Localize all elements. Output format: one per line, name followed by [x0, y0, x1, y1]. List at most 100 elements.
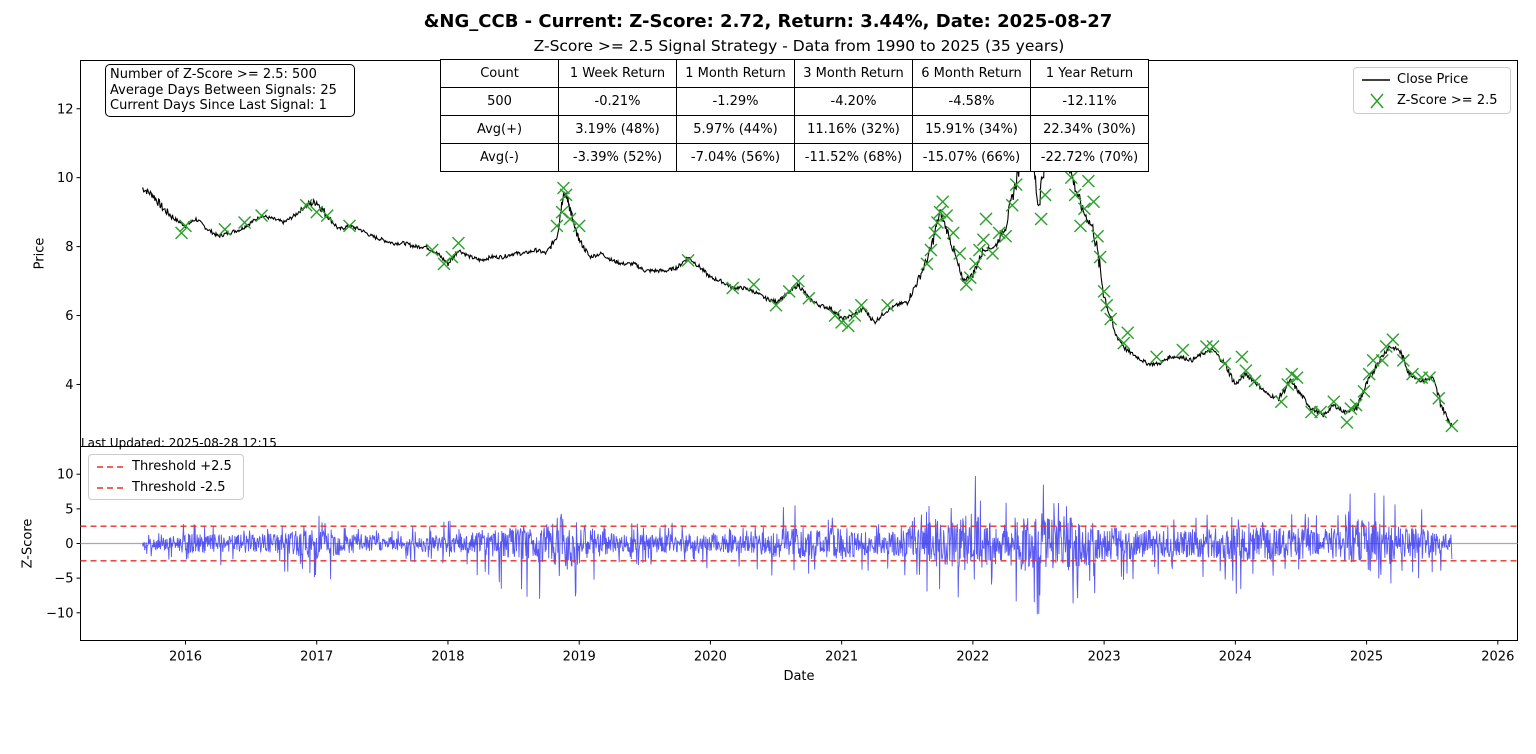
signal-marker — [1290, 371, 1304, 385]
legend-item-close-price: Close Price — [1354, 71, 1510, 89]
signal-marker — [1206, 340, 1220, 354]
table-cell: 11.16% (32%) — [794, 115, 913, 144]
table-header-cell: Count — [440, 59, 559, 88]
table-header-cell: 1 Year Return — [1030, 59, 1149, 88]
y-tick-label: 10 — [57, 171, 74, 186]
y-tick-label: −10 — [46, 606, 73, 621]
table-row: 500 -0.21% -1.29% -4.20% -4.58% -12.11% — [440, 87, 1149, 116]
signal-marker — [310, 205, 324, 219]
signal-marker — [848, 309, 862, 323]
table-cell: 15.91% (34%) — [912, 115, 1031, 144]
signal-marker — [1097, 284, 1111, 298]
table-cell: -4.58% — [912, 87, 1031, 116]
signal-marker — [963, 271, 977, 285]
zscore-y-ticks: −10 −5 0 5 10 — [46, 468, 81, 621]
signal-marker — [953, 247, 967, 260]
table-cell: -11.52% (68%) — [794, 143, 913, 172]
table-header-cell: 1 Week Return — [558, 59, 677, 88]
signal-marker — [1176, 343, 1190, 357]
signal-marker — [1235, 350, 1249, 364]
signal-marker — [175, 226, 189, 240]
signal-marker — [445, 250, 459, 264]
x-tick-label: 2019 — [563, 650, 596, 665]
signal-marker — [1005, 198, 1019, 212]
table-cell: -1.29% — [676, 87, 795, 116]
y-tick-label: 8 — [65, 240, 73, 255]
legend-item-threshold-negative: Threshold -2.5 — [89, 479, 243, 497]
signal-marker — [969, 257, 983, 271]
x-tick-label: 2020 — [694, 650, 727, 665]
signal-marker — [681, 253, 695, 267]
x-tick-label: 2024 — [1219, 650, 1252, 665]
signal-marker — [1100, 298, 1114, 312]
y-tick-label: 12 — [57, 102, 74, 117]
x-tick-label: 2018 — [431, 650, 464, 665]
signal-marker — [747, 278, 761, 292]
legend-label: Close Price — [1397, 72, 1469, 87]
signal-marker — [1073, 219, 1087, 233]
close-price-line — [142, 78, 1453, 427]
signal-marker — [1366, 353, 1380, 367]
signal-marker — [920, 257, 934, 271]
signal-marker — [218, 222, 232, 236]
y-tick-label: 4 — [65, 378, 73, 393]
table-cell: -12.11% — [1030, 87, 1149, 116]
table-cell: 22.34% (30%) — [1030, 115, 1149, 144]
signal-marker — [1304, 405, 1318, 419]
signal-marker — [343, 219, 357, 233]
signal-marker — [946, 226, 960, 240]
signal-marker — [1406, 367, 1420, 381]
signal-marker — [1357, 384, 1371, 398]
table-cell: -7.04% (56%) — [676, 143, 795, 172]
signal-marker — [1349, 398, 1363, 412]
legend-label: Threshold +2.5 — [132, 459, 232, 474]
signal-marker — [238, 215, 252, 229]
signal-marker — [936, 195, 950, 209]
table-header-cell: 3 Month Return — [794, 59, 913, 88]
table-row: Avg(-) -3.39% (52%) -7.04% (56%) -11.52%… — [440, 143, 1149, 172]
signal-marker — [841, 319, 855, 333]
signal-marker — [1093, 250, 1107, 264]
signal-marker — [979, 212, 993, 226]
signal-marker — [1081, 174, 1095, 188]
signal-marker — [933, 205, 947, 219]
info-days-since: Current Days Since Last Signal: 1 — [110, 98, 327, 113]
signal-marker — [959, 278, 973, 292]
last-updated-label: Last Updated: 2025-08-28 12:15 — [81, 436, 277, 450]
table-cell: 5.97% (44%) — [676, 115, 795, 144]
signal-marker — [1009, 178, 1023, 192]
signal-marker — [1087, 195, 1101, 209]
x-tick-label: 2025 — [1350, 650, 1383, 665]
info-signal-count: Number of Z-Score >= 2.5: 500 — [110, 67, 317, 82]
y-tick-label: 5 — [65, 502, 73, 517]
x-tick-label: 2016 — [169, 650, 202, 665]
price-y-axis-label: Price — [32, 237, 48, 270]
signal-marker — [1274, 395, 1288, 409]
signal-marker — [1077, 202, 1091, 216]
chart-subtitle: Z-Score >= 2.5 Signal Strategy - Data fr… — [533, 37, 1065, 55]
signal-marker — [986, 247, 1000, 260]
signal-marker — [1121, 326, 1135, 340]
signal-marker — [1362, 367, 1376, 381]
x-marker-icon — [1370, 93, 1384, 109]
line-swatch-icon — [1362, 79, 1390, 81]
signal-marker — [559, 188, 573, 202]
signal-marker — [1248, 374, 1262, 388]
signal-marker — [1340, 415, 1354, 429]
table-cell: Avg(+) — [440, 115, 559, 144]
signal-marker — [726, 281, 740, 295]
table-row: Avg(+) 3.19% (48%) 5.97% (44%) 11.16% (3… — [440, 115, 1149, 144]
signal-marker — [791, 274, 805, 288]
table-header-row: Count 1 Week Return 1 Month Return 3 Mon… — [440, 59, 1149, 88]
price-y-ticks: 4 6 8 10 12 — [57, 102, 81, 393]
signal-marker — [1064, 171, 1078, 185]
signal-marker — [769, 298, 783, 312]
signal-marker — [1386, 333, 1400, 347]
signal-marker — [299, 198, 313, 212]
signal-marker — [1396, 353, 1410, 367]
signal-marker — [451, 236, 465, 250]
signal-marker — [999, 229, 1013, 243]
y-tick-label: 10 — [57, 468, 74, 483]
signal-marker — [255, 209, 269, 223]
signal-marker — [972, 243, 986, 257]
